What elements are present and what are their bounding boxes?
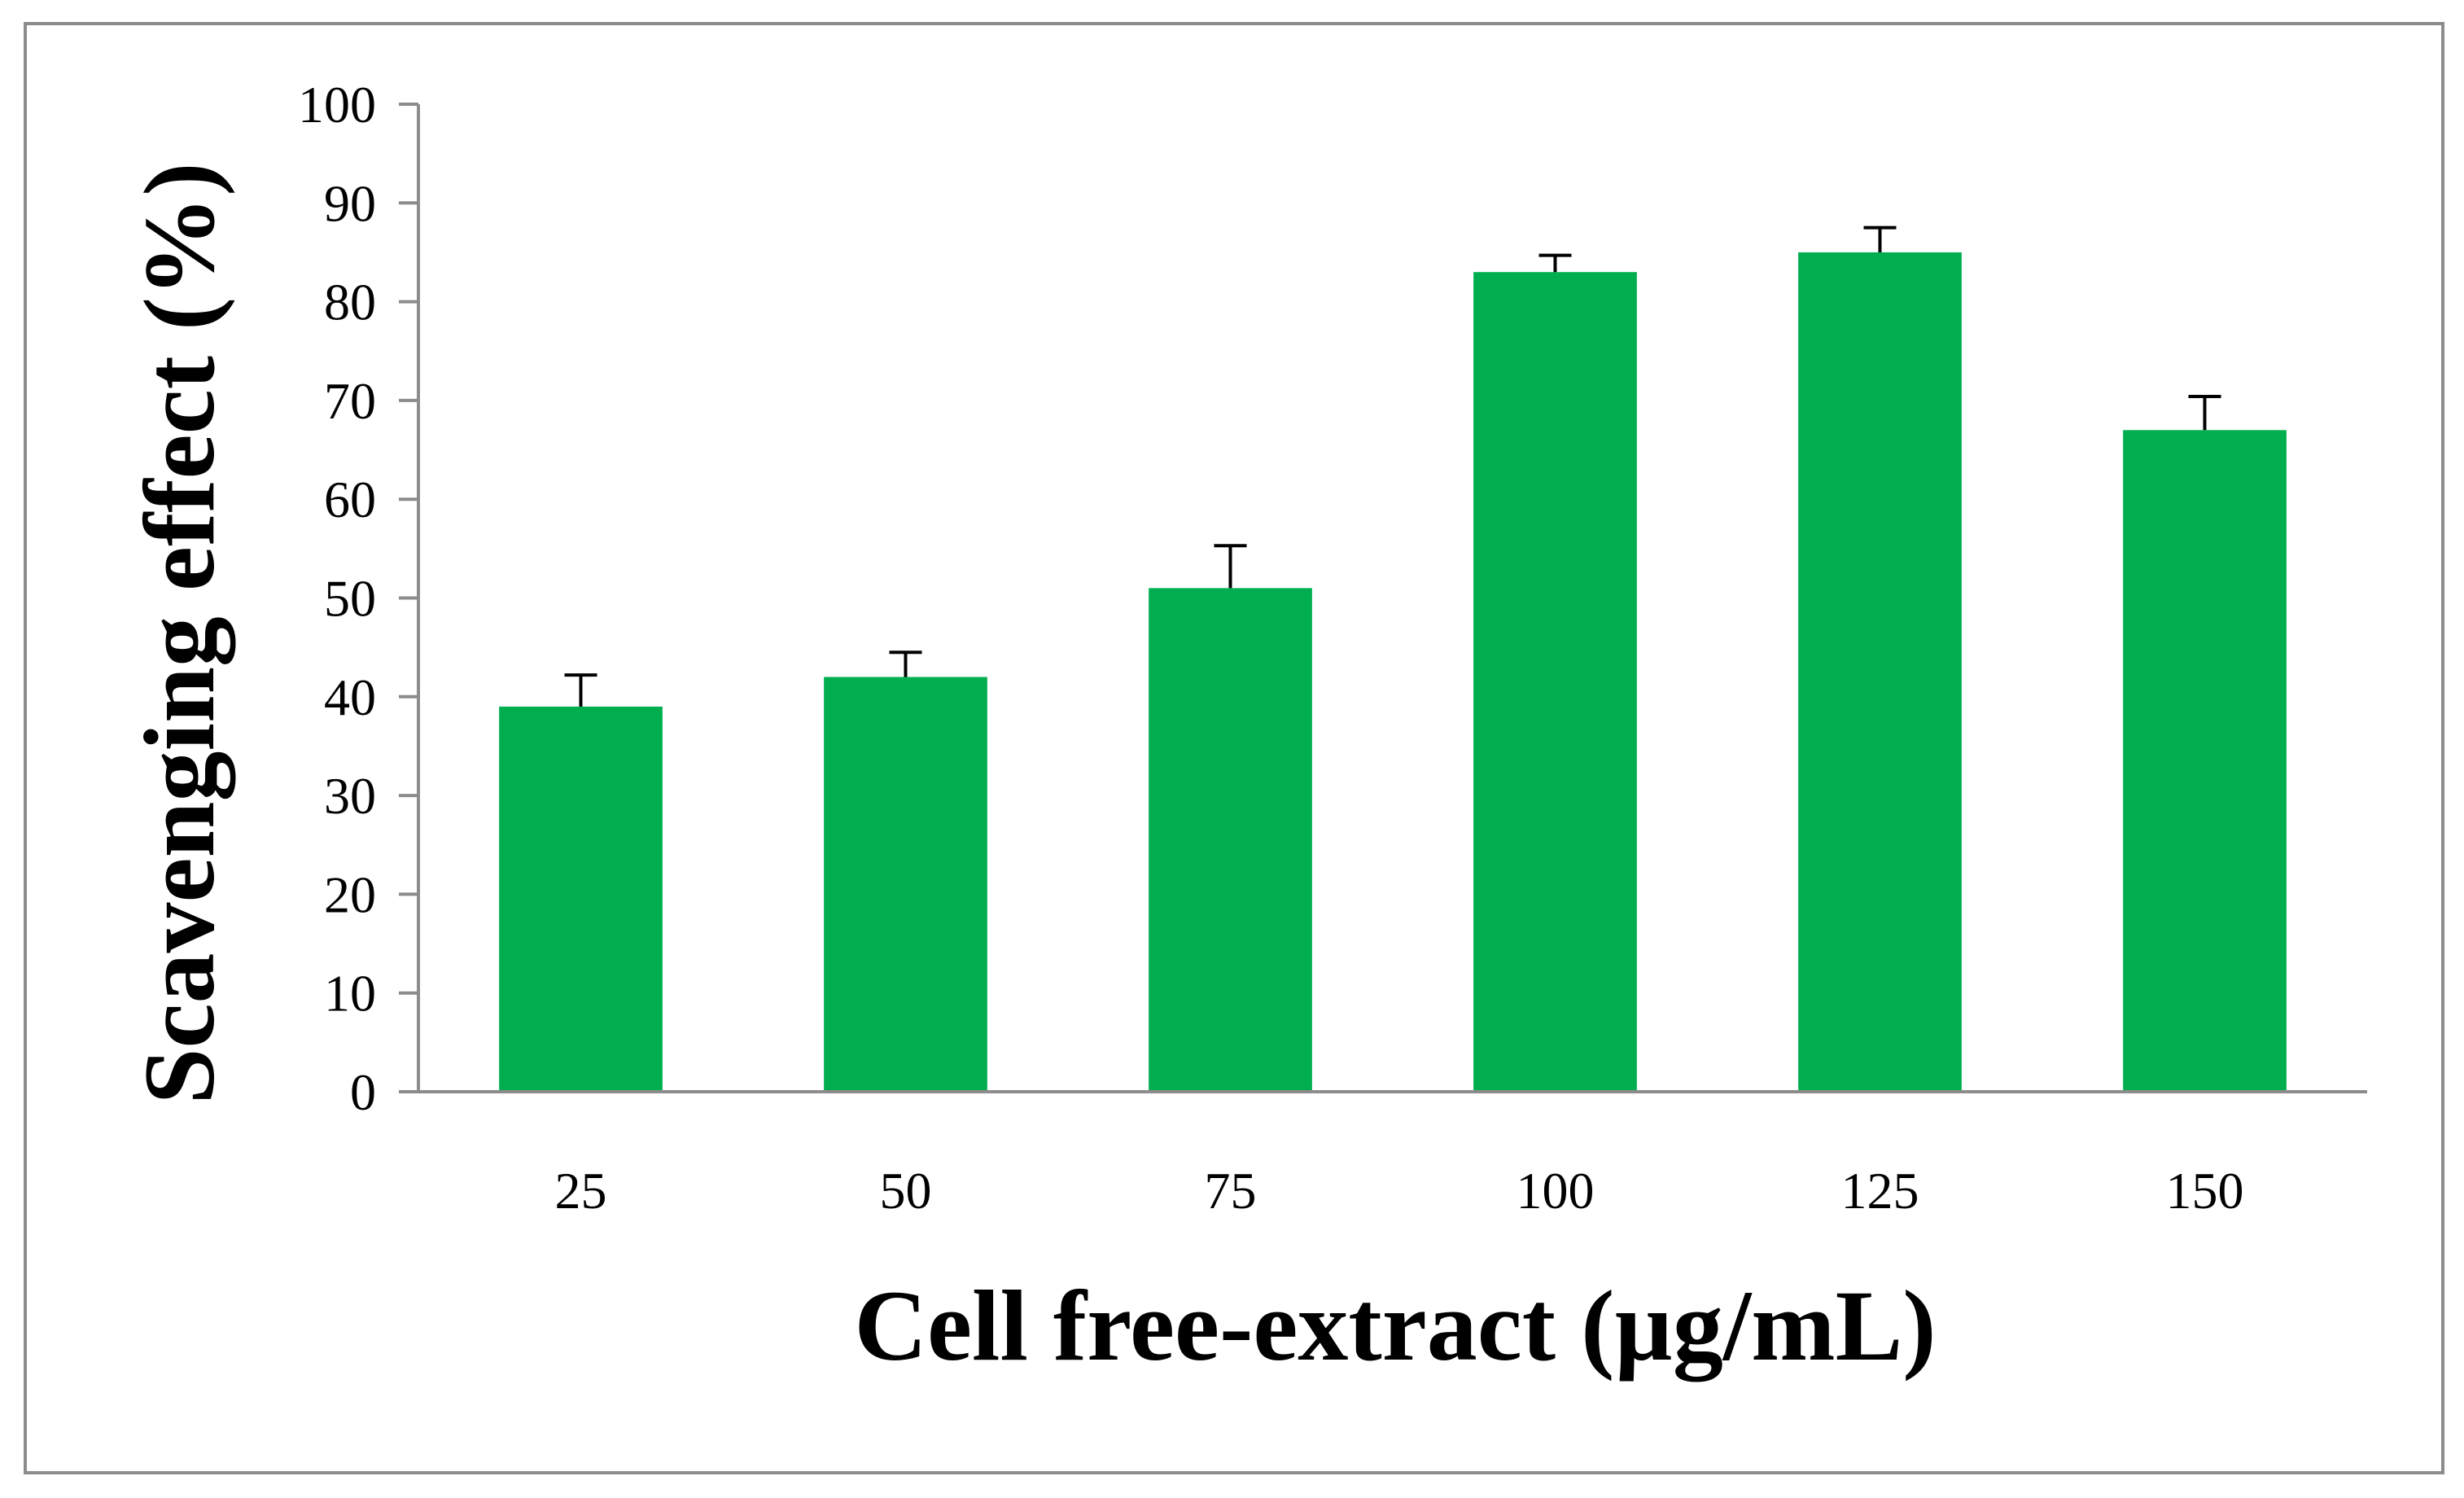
- bar: [499, 706, 663, 1092]
- y-ticks: [399, 103, 418, 1093]
- x-tick-label: 25: [555, 1162, 607, 1220]
- x-tick-label: 150: [2166, 1162, 2244, 1220]
- bar: [1149, 588, 1312, 1092]
- bar: [2123, 430, 2287, 1092]
- y-tick-label: 40: [324, 668, 376, 726]
- x-tick-label: 50: [880, 1162, 932, 1220]
- y-tick-label: 10: [324, 965, 376, 1023]
- y-tick-label: 80: [324, 274, 376, 331]
- y-tick-label: 100: [298, 76, 376, 134]
- x-tick-label: 125: [1841, 1162, 1919, 1220]
- bar: [1798, 252, 1962, 1093]
- y-tick-label: 0: [350, 1063, 376, 1121]
- x-tick-label: 75: [1205, 1162, 1257, 1220]
- y-tick-label: 20: [324, 865, 376, 923]
- y-tick-label: 30: [324, 767, 376, 825]
- y-tick-label: 50: [324, 570, 376, 628]
- bar: [824, 677, 987, 1092]
- y-tick-label: 70: [324, 372, 376, 430]
- y-tick-label: 60: [324, 471, 376, 528]
- x-tick-labels: 25 50 75 100 125 150: [555, 1162, 2244, 1220]
- y-tick-label: 90: [324, 174, 376, 232]
- bars-layer: [499, 252, 2287, 1093]
- error-bars-layer: [564, 226, 2221, 707]
- bar: [1473, 272, 1637, 1093]
- y-tick-labels: 0 10 20 30 40 50 60 70 80 90 100: [298, 76, 376, 1121]
- x-axis-title: Cell free-extract (µg/mL): [854, 1270, 1936, 1382]
- x-tick-label: 100: [1516, 1162, 1595, 1220]
- y-axis-title: Scavenging effect (%): [124, 163, 236, 1105]
